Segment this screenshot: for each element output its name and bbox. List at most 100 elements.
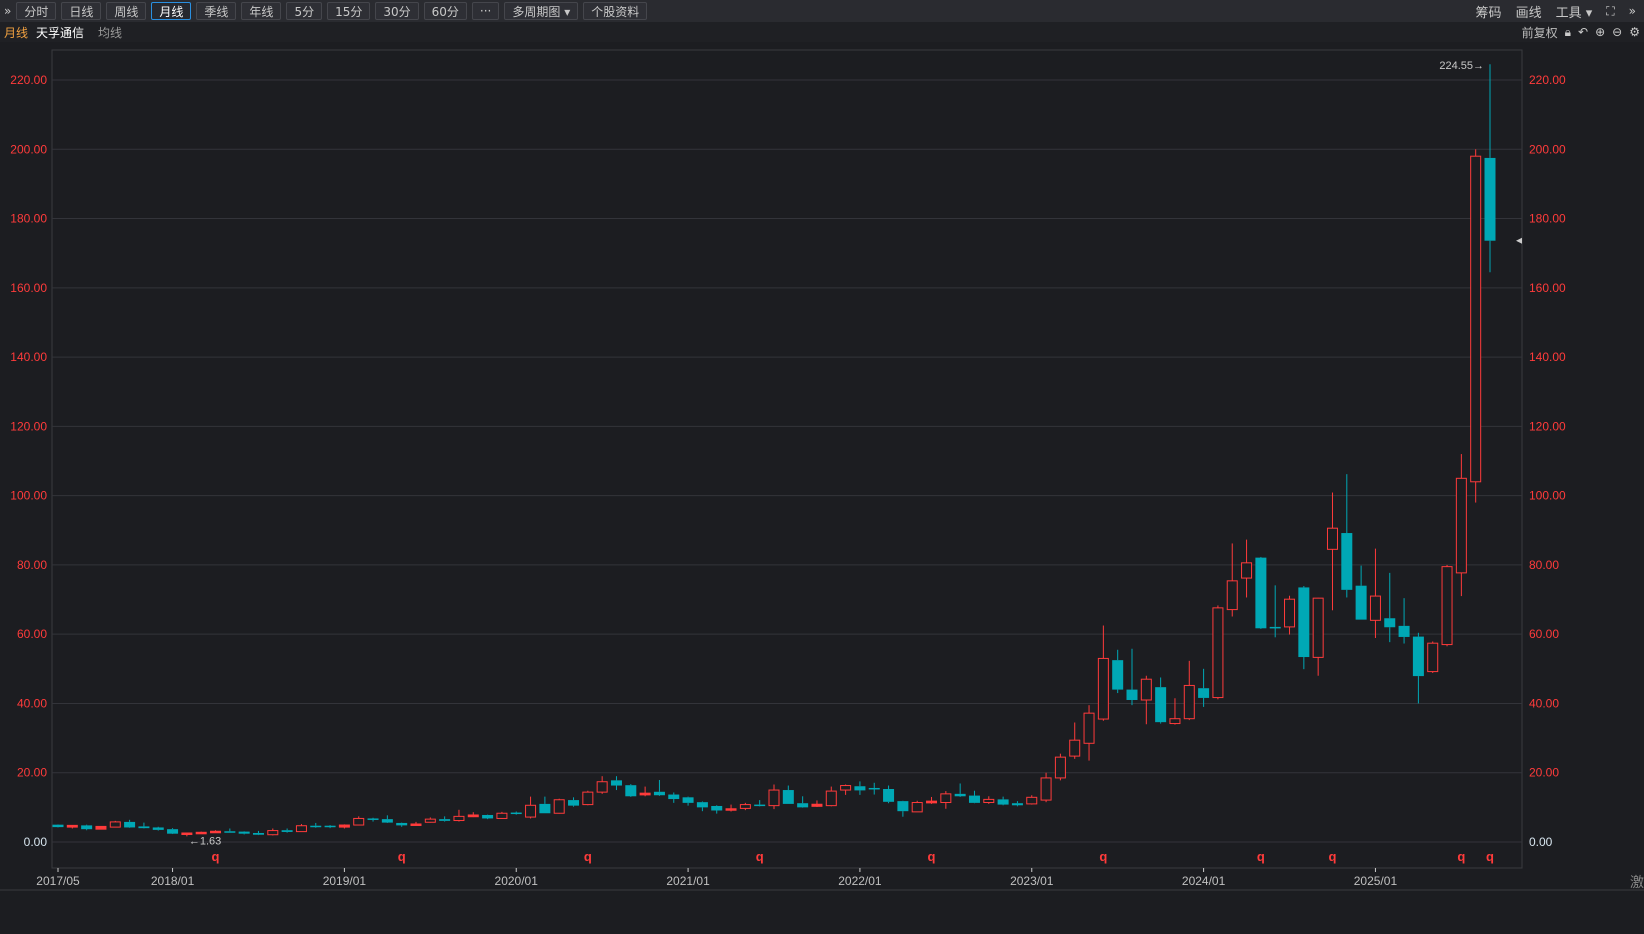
period-button[interactable]: 月线 bbox=[151, 2, 192, 20]
candle bbox=[639, 786, 651, 797]
candle-body-down bbox=[1155, 687, 1167, 723]
candle bbox=[582, 790, 594, 806]
candle-body-up bbox=[1284, 598, 1296, 628]
y-tick-label-right: 80.00 bbox=[1529, 558, 1559, 572]
adjust-mode[interactable]: 前复权 bbox=[1521, 25, 1558, 40]
candle bbox=[66, 824, 78, 829]
candle bbox=[1054, 753, 1066, 781]
candle-body-up bbox=[210, 830, 222, 834]
candle-body-up bbox=[467, 814, 479, 818]
candle-body-up bbox=[1312, 597, 1324, 658]
candle bbox=[926, 796, 938, 804]
event-marker: q bbox=[584, 849, 592, 864]
zoom-out-icon[interactable]: ⊖ bbox=[1612, 25, 1623, 39]
period-button[interactable]: 周线 bbox=[106, 2, 147, 20]
tools-dropdown[interactable]: 工具 ▾ bbox=[1555, 5, 1593, 21]
candle bbox=[1398, 598, 1410, 644]
candle-body-up bbox=[639, 792, 651, 796]
candle-body-up bbox=[1169, 718, 1181, 725]
gear-icon[interactable]: ⚙ bbox=[1629, 25, 1640, 39]
candle bbox=[625, 784, 637, 797]
candle-body-down bbox=[439, 819, 451, 821]
period-button[interactable]: 5分 bbox=[286, 2, 323, 20]
candle-body-down bbox=[1484, 157, 1496, 241]
candle bbox=[1040, 772, 1052, 803]
candle bbox=[453, 809, 465, 822]
candle-body-up bbox=[1040, 777, 1052, 801]
candle bbox=[711, 805, 723, 814]
candle-body-up bbox=[825, 790, 837, 807]
candle bbox=[381, 815, 393, 823]
plot-frame bbox=[51, 49, 1523, 869]
candle bbox=[553, 798, 565, 814]
candle-body-up bbox=[410, 823, 422, 826]
candle bbox=[267, 828, 279, 836]
candle bbox=[124, 819, 136, 828]
candle-body-up bbox=[739, 804, 751, 809]
y-tick-label-left: 160.00 bbox=[10, 281, 47, 295]
candle bbox=[1083, 705, 1095, 761]
candle-body-up bbox=[453, 815, 465, 822]
lock-icon[interactable]: 🔒︎ bbox=[1564, 24, 1572, 39]
candle bbox=[1298, 586, 1310, 670]
zoom-in-icon[interactable]: ⊕ bbox=[1595, 25, 1606, 39]
period-toolbar: » 分时 日线 周线 月线 季线 年线 5分 15分 30分 60分 ··· 多周期图 ▾ 个股资料 筹… bbox=[0, 0, 1644, 22]
candle bbox=[252, 830, 264, 836]
y-tick-label-left: 40.00 bbox=[17, 696, 47, 710]
candle-body-up bbox=[1226, 580, 1238, 611]
candle bbox=[496, 811, 508, 819]
period-button[interactable]: 个股资料 bbox=[583, 2, 648, 20]
last-price-pointer-icon bbox=[1516, 237, 1522, 244]
candle-body-up bbox=[553, 799, 565, 814]
stock-name: 天孚通信 bbox=[36, 25, 85, 40]
candle bbox=[1226, 543, 1238, 617]
candle bbox=[854, 781, 866, 795]
period-button[interactable]: 年线 bbox=[241, 2, 282, 20]
candle bbox=[682, 796, 694, 806]
event-marker: q bbox=[212, 849, 220, 864]
collapse-sidebar-icon[interactable]: » bbox=[4, 4, 12, 18]
candle bbox=[954, 783, 966, 797]
candle-body-down bbox=[539, 803, 551, 814]
candle-body-up bbox=[338, 824, 350, 828]
candle-body-down bbox=[868, 787, 880, 790]
candle-body-up bbox=[267, 830, 279, 836]
candle bbox=[1183, 660, 1195, 721]
candle-body-up bbox=[840, 785, 852, 791]
x-tick-label: 2024/01 bbox=[1182, 874, 1226, 888]
candle bbox=[1198, 668, 1210, 707]
expand-icon[interactable]: ⛶ bbox=[1606, 3, 1615, 18]
candle bbox=[754, 800, 766, 807]
period-button[interactable]: 60分 bbox=[423, 2, 467, 20]
candle-body-down bbox=[568, 800, 580, 806]
period-button[interactable]: 分时 bbox=[16, 2, 57, 20]
period-button[interactable]: 多周期图 ▾ bbox=[504, 2, 579, 20]
candle-body-up bbox=[582, 791, 594, 806]
y-tick-label-left: 0.00 bbox=[24, 835, 48, 849]
candle-body-up bbox=[1212, 607, 1224, 699]
indicator-ma[interactable]: 均线 bbox=[98, 25, 123, 40]
candle bbox=[467, 812, 479, 818]
period-button[interactable]: 日线 bbox=[61, 2, 102, 20]
chips-button[interactable]: 筹码 bbox=[1475, 5, 1502, 21]
candle-body-up bbox=[983, 798, 995, 804]
candle-body-down bbox=[1412, 636, 1424, 677]
candle-body-down bbox=[152, 827, 164, 830]
y-tick-label-left: 60.00 bbox=[17, 627, 47, 641]
x-tick-label: 2021/01 bbox=[666, 874, 710, 888]
undo-icon[interactable]: ↶ bbox=[1578, 25, 1589, 39]
candle-body-down bbox=[1398, 625, 1410, 637]
event-marker: q bbox=[1099, 849, 1107, 864]
candle bbox=[1126, 648, 1138, 706]
draw-button[interactable]: 画线 bbox=[1515, 5, 1542, 21]
candle bbox=[281, 828, 293, 833]
period-button[interactable]: ··· bbox=[471, 2, 500, 20]
candle-body-up bbox=[1026, 796, 1038, 805]
candle bbox=[668, 792, 680, 803]
double-chevron-right-icon[interactable]: » bbox=[1628, 4, 1636, 18]
period-button[interactable]: 30分 bbox=[375, 2, 419, 20]
period-button[interactable]: 15分 bbox=[327, 2, 371, 20]
period-button[interactable]: 季线 bbox=[196, 2, 237, 20]
candle bbox=[482, 814, 494, 820]
